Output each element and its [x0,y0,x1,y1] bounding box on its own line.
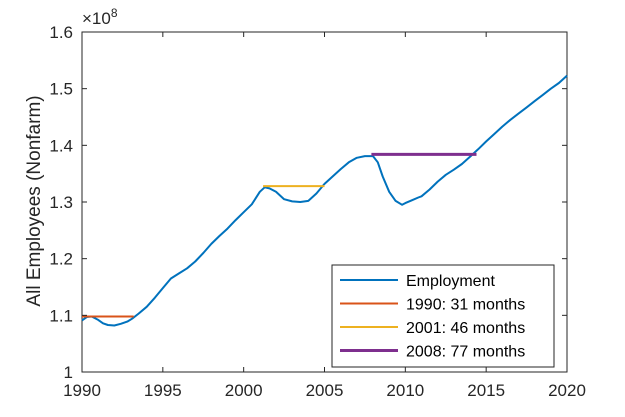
y-tick-label: 1.2 [49,250,73,269]
x-tick-label: 2015 [467,381,505,400]
x-tick-label: 1990 [63,381,101,400]
y-tick-label: 1.5 [49,80,73,99]
series-line-1 [81,74,568,327]
y-axis-label: All Employees (Nonfarm) [24,95,45,306]
x-tick-label: 2010 [386,381,424,400]
x-tick-label: 2020 [548,381,586,400]
x-tick-label: 1995 [144,381,182,400]
y-tick-label: 1.3 [49,193,73,212]
y-tick-label: 1.4 [49,136,73,155]
y-exponent-power: 8 [111,6,118,20]
y-tick-label: 1.6 [49,23,73,42]
x-tick-label: 2000 [225,381,263,400]
legend-label: 2001: 46 months [406,320,525,337]
legend-label: Employment [406,273,495,290]
y-exponent-base: ×10 [82,9,111,28]
y-exponent-label: ×108 [82,6,118,28]
y-tick-label: 1.1 [49,306,73,325]
series-layer [81,74,568,327]
legend: Employment 1990: 31 months 2001: 46 months… [331,264,555,368]
tick-layer: 1990 1995 2000 2005 2010 2015 2020 1 1.1 1.2 1.3 1.… [49,23,586,400]
legend-label: 1990: 31 months [406,297,525,314]
legend-label: 2008: 77 months [406,344,525,361]
y-tick-label: 1 [64,363,73,382]
x-tick-label: 2005 [306,381,344,400]
